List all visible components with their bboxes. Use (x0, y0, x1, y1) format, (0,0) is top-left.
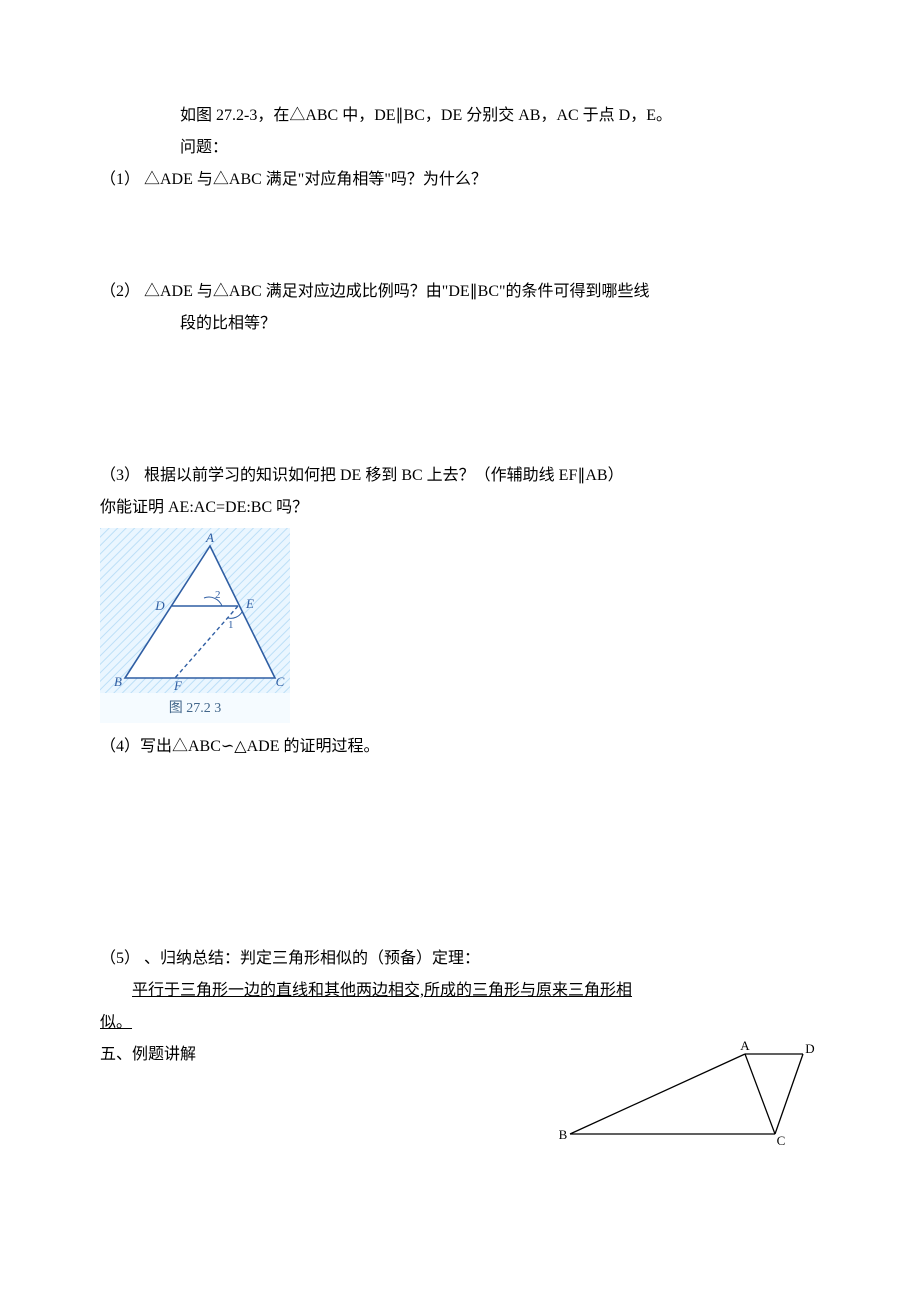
label-C: C (777, 1133, 786, 1148)
figure-right-triangle: A B C D (555, 1039, 820, 1149)
document-page: 如图 27.2-3，在△ABC 中，DE∥BC，DE 分别交 AB，AC 于点 … (0, 0, 920, 1302)
question-5-line-1: （5） 、归纳总结：判定三角形相似的（预备）定理： (100, 943, 820, 975)
question-1: （1） △ADE 与△ABC 满足"对应角相等"吗？为什么？ (100, 164, 820, 196)
label-B: B (559, 1127, 568, 1142)
spacer (100, 763, 820, 943)
intro-line-2: 问题： (100, 132, 820, 164)
label-D: D (154, 598, 165, 613)
question-2-line-2: 段的比相等？ (100, 308, 820, 340)
label-E: E (245, 596, 254, 611)
label-angle-2: 2 (215, 589, 221, 601)
triangle-abcd-icon: A B C D (555, 1039, 820, 1149)
intro-line-1: 如图 27.2-3，在△ABC 中，DE∥BC，DE 分别交 AB，AC 于点 … (100, 100, 820, 132)
question-3-line-1: （3） 根据以前学习的知识如何把 DE 移到 BC 上去？（作辅助线 EF∥AB… (100, 460, 820, 492)
triangle-diagram-icon: A B C D E F 2 1 (100, 528, 290, 693)
label-A: A (740, 1039, 750, 1053)
question-3-line-2: 你能证明 AE:AC=DE:BC 吗？ (100, 492, 820, 524)
question-4: （4）写出△ABC∽△ADE 的证明过程。 (100, 731, 820, 763)
section-5-row: 五、例题讲解 A B C D (100, 1039, 820, 1149)
question-5-line-3: 似。 (100, 1007, 820, 1039)
theorem-underline-2: 似。 (100, 1014, 132, 1031)
section-5-heading: 五、例题讲解 (100, 1039, 196, 1071)
theorem-underline-1: 平行于三角形一边的直线和其他两边相交,所成的三角形与原来三角形相 (132, 982, 632, 999)
question-5-line-2: 平行于三角形一边的直线和其他两边相交,所成的三角形与原来三角形相 (100, 975, 820, 1007)
label-C: C (276, 674, 285, 689)
figure-27-2-3: A B C D E F 2 1 图 27.2 3 (100, 528, 290, 723)
figure-caption: 图 27.2 3 (100, 693, 290, 723)
label-D: D (805, 1041, 814, 1056)
question-2-line-1: （2） △ADE 与△ABC 满足对应边成比例吗？由"DE∥BC"的条件可得到哪… (100, 276, 820, 308)
label-angle-1: 1 (228, 619, 234, 631)
spacer (100, 196, 820, 276)
spacer (100, 340, 820, 460)
label-B: B (114, 674, 122, 689)
label-A: A (205, 530, 214, 545)
label-F: F (173, 678, 183, 693)
